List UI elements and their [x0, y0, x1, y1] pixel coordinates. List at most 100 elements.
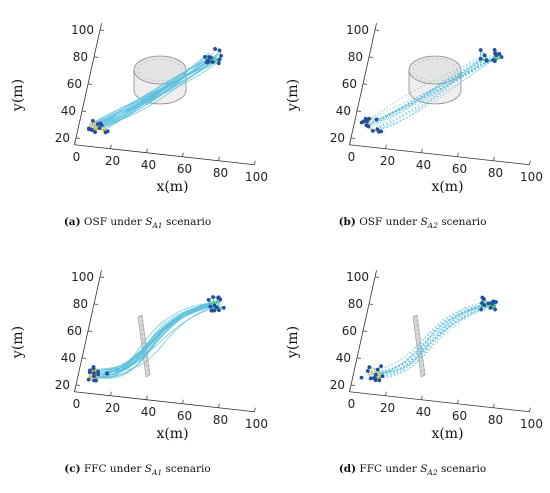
trajectory-line [376, 53, 486, 125]
agent-marker [480, 295, 485, 300]
y-tick-label: 100 [71, 270, 94, 284]
trajectories [89, 300, 223, 379]
x-tick-mark [218, 403, 220, 408]
agent-marker [359, 375, 364, 380]
x-axis-line [349, 391, 530, 413]
x-tick-label: 60 [452, 162, 467, 176]
x-tick-mark [349, 387, 351, 392]
caption: (d) FFC under SA2 scenario [338, 463, 487, 478]
trajectory-line [375, 306, 485, 373]
x-tick-label: 40 [141, 405, 156, 419]
wall-hatch [140, 324, 145, 327]
agent-marker [212, 308, 217, 313]
wall-hatch [421, 373, 427, 376]
x-tick-mark [74, 387, 76, 392]
x-tick-label: 100 [520, 417, 543, 431]
agent-marker [209, 308, 214, 313]
trajectory-line [367, 304, 496, 376]
agent-marker [359, 120, 364, 125]
agent-marker [99, 123, 104, 127]
wall-hatch [142, 338, 147, 340]
y-tick-label: 60 [342, 324, 357, 338]
y-tick-label: 100 [346, 270, 369, 284]
wall-hatch [413, 315, 419, 318]
x-tick-label: 80 [488, 413, 503, 427]
x-axis-line [74, 391, 255, 413]
agent-marker [478, 48, 483, 52]
x-tick-label: 40 [416, 158, 431, 172]
cylinder-top [133, 55, 187, 85]
agent-marker [208, 304, 213, 309]
agent-marker [91, 364, 96, 369]
agent-marker [216, 61, 221, 66]
agent-marker [97, 126, 102, 131]
agent-marker [374, 117, 379, 122]
y-tick-label: 100 [71, 23, 94, 37]
trajectory-line [379, 59, 487, 131]
wall-hatch [415, 329, 420, 331]
trajectory-line [376, 59, 493, 129]
agent-marker [105, 129, 110, 134]
y-tick-label: 80 [73, 50, 88, 64]
x-tick-mark [457, 152, 459, 157]
x-tick-mark [146, 395, 148, 400]
agent-marker [203, 54, 207, 59]
x-axis-label: x(m) [431, 426, 463, 442]
wall-hatch [421, 369, 426, 371]
trajectory-line [102, 58, 215, 132]
trajectory-line [366, 55, 492, 126]
x-tick-mark [74, 140, 76, 145]
agent-marker [105, 371, 110, 376]
x-tick-mark [421, 148, 423, 153]
start-formation [86, 118, 110, 135]
x-tick-mark [421, 395, 423, 400]
panel-d: 20 40 60 80 100 0 20 40 60 80 100 y(m) x(m) (d) FFC … [275, 247, 550, 493]
panel-a: 20 40 60 80 100 0 20 40 60 80 100 y(m) x(m) (a) OSF … [0, 0, 275, 246]
panel-c: 20 40 60 80 100 0 20 40 60 80 100 y(m) x(m) (c) FFC … [0, 247, 275, 493]
agent-marker [87, 127, 91, 132]
agent-marker [86, 377, 91, 382]
trajectories [364, 300, 497, 379]
y-tick-label: 60 [67, 324, 82, 338]
trajectory-line [370, 303, 494, 372]
x-tick-mark [385, 144, 387, 149]
x-tick-mark [110, 144, 112, 149]
trajectory-line [368, 58, 490, 129]
agent-marker [90, 118, 95, 123]
x-tick-label: 0 [73, 397, 81, 411]
start-formation [86, 364, 110, 383]
agent-marker [375, 367, 380, 372]
y-axis-label: y(m) [285, 79, 301, 112]
wall-hatch [420, 360, 425, 362]
trajectory-line [367, 303, 492, 373]
agent-marker [484, 58, 489, 63]
agent-marker [94, 378, 98, 383]
wall-hatch [140, 329, 145, 331]
x-tick-label: 20 [105, 154, 120, 168]
wall-hatch [145, 364, 150, 367]
agent-marker [213, 47, 217, 51]
x-tick-mark [254, 160, 256, 165]
trajectory-line [104, 304, 222, 372]
agent-marker [217, 48, 222, 53]
x-tick-mark [146, 148, 148, 153]
cylinder-top-ring [137, 58, 183, 82]
x-axis-label: x(m) [156, 426, 188, 442]
y-tick-label: 40 [61, 104, 76, 118]
y-tick-label: 40 [336, 351, 351, 365]
agent-marker [486, 301, 491, 306]
wall-hatch [415, 324, 420, 327]
agent-marker [88, 368, 92, 373]
agent-marker [367, 365, 372, 370]
agent-marker [379, 364, 383, 369]
y-tick-label: 60 [67, 77, 82, 91]
agent-marker [365, 119, 369, 124]
agent-marker [379, 129, 384, 134]
x-axis-line [74, 144, 255, 166]
agent-marker [216, 295, 221, 300]
agent-marker [370, 129, 375, 133]
wall-hatch [417, 342, 422, 345]
